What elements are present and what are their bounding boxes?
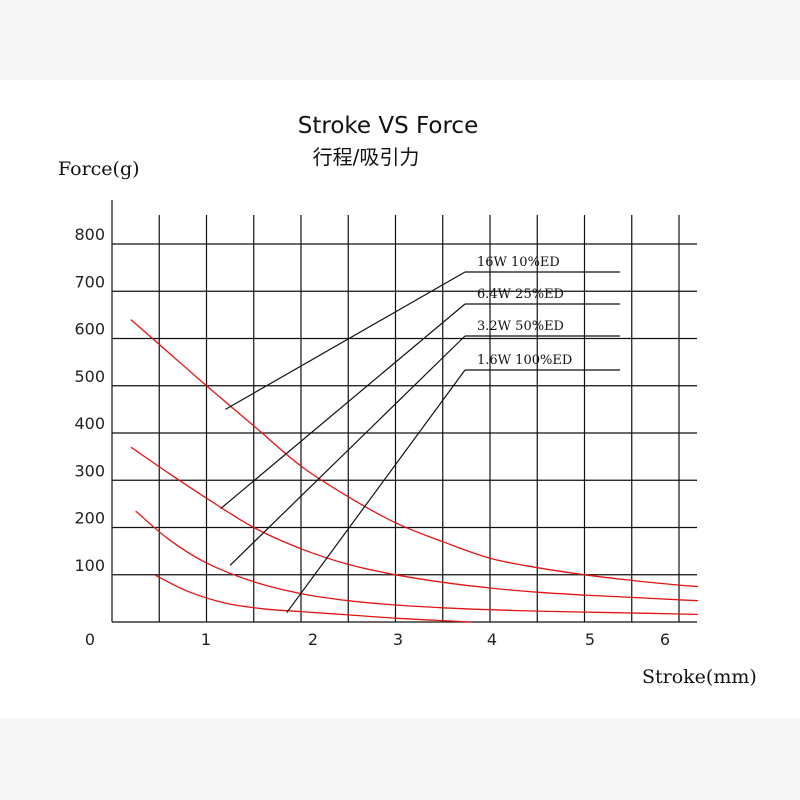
series-curves (130, 319, 698, 623)
legend-leader-line (220, 303, 466, 510)
x-tick-label: 5 (585, 630, 595, 649)
chart-panel: Stroke VS Force 行程/吸引力 Force(g) Stroke(m… (0, 80, 800, 718)
legend-leader-line (229, 335, 466, 566)
y-tick-label: 300 (74, 461, 105, 480)
legend-leader-line (225, 271, 466, 410)
legend-label-3: 3.2W 50%ED (477, 319, 564, 334)
y-tick-label: 100 (74, 556, 105, 575)
x-tick-label: 4 (487, 630, 497, 649)
y-axis-label: Force(g) (58, 158, 140, 180)
series-curve-4 (154, 574, 472, 623)
x-tick-label: 1 (201, 630, 211, 649)
stroke-force-chart: Stroke VS Force 行程/吸引力 Force(g) Stroke(m… (58, 113, 757, 688)
legend-leader-line (286, 369, 466, 613)
grid (111, 200, 697, 623)
series-curve-2 (130, 446, 698, 602)
legend: 16W 10%ED 6.4W 25%ED 3.2W 50%ED 1.6W 100%ED (220, 255, 620, 613)
y-tick-label: 400 (74, 414, 105, 433)
y-tick-label: 700 (74, 272, 105, 291)
legend-label-2: 6.4W 25%ED (477, 287, 564, 302)
x-axis-label: Stroke(mm) (642, 666, 757, 688)
x-tick-label: 0 (85, 630, 95, 649)
series-curve-3 (135, 510, 698, 616)
legend-label-1: 16W 10%ED (477, 255, 560, 270)
chart-title: Stroke VS Force (298, 113, 478, 139)
chart-subtitle: 行程/吸引力 (313, 145, 420, 169)
y-tick-label: 200 (74, 509, 105, 528)
tick-labels: 0 1 2 3 4 5 6 100 200 300 400 500 600 700 800 (74, 225, 670, 649)
legend-label-4: 1.6W 100%ED (477, 353, 572, 368)
x-tick-label: 2 (308, 630, 318, 649)
x-tick-label: 6 (660, 630, 670, 649)
x-tick-label: 3 (393, 630, 403, 649)
y-tick-label: 600 (74, 320, 105, 339)
y-tick-label: 500 (74, 367, 105, 386)
y-tick-label: 800 (74, 225, 105, 244)
series-curve-1 (130, 319, 698, 588)
